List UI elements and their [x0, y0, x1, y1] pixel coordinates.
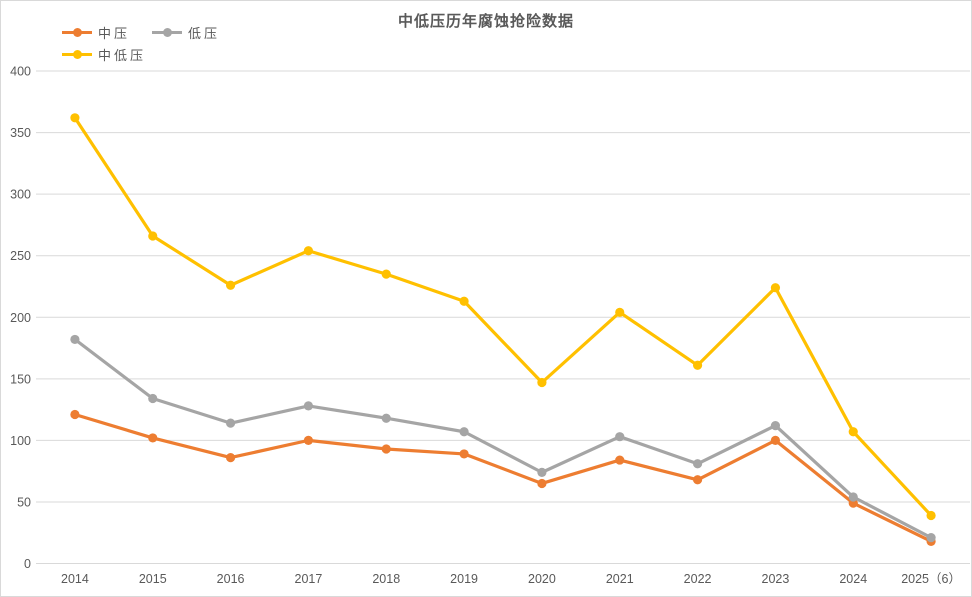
line-marker-icon — [152, 28, 183, 37]
data-point — [692, 360, 703, 370]
x-axis-label: 2016 — [217, 572, 245, 586]
line-marker-icon — [62, 50, 92, 59]
line-marker-icon — [62, 28, 92, 37]
y-axis-label: 0 — [24, 557, 31, 571]
x-axis-label: 2023 — [762, 572, 790, 586]
y-axis-label: 400 — [10, 65, 31, 79]
data-point — [148, 231, 158, 241]
data-point — [225, 280, 236, 290]
data-point — [70, 113, 80, 123]
data-point — [381, 269, 391, 279]
y-axis-label: 200 — [10, 311, 31, 325]
data-point — [459, 427, 469, 437]
data-point — [381, 444, 391, 454]
x-axis-label: 2025（6） — [901, 572, 961, 586]
data-point — [537, 467, 547, 477]
legend-item[interactable]: 低压 — [152, 23, 220, 42]
data-point — [770, 283, 781, 293]
data-point — [615, 455, 625, 465]
series-line — [73, 412, 933, 543]
x-axis-label: 2015 — [139, 572, 167, 586]
data-point — [225, 418, 236, 428]
series-line — [73, 337, 933, 540]
x-axis-label: 2014 — [61, 572, 89, 586]
data-point — [381, 413, 391, 423]
data-point — [615, 432, 625, 442]
legend-item-label: 中低压 — [98, 48, 147, 63]
x-axis-label: 2021 — [606, 572, 634, 586]
legend: 中压 低压中低压 — [62, 23, 242, 64]
data-point — [148, 433, 158, 443]
chart-title: 中低压历年腐蚀抢险数据 — [397, 13, 574, 30]
data-point — [225, 453, 236, 463]
legend-item-label: 中压 — [98, 26, 131, 41]
series-line — [73, 116, 933, 518]
x-axis-label: 2018 — [372, 572, 400, 586]
data-point — [70, 334, 80, 345]
y-axis-label: 50 — [17, 495, 31, 509]
data-point — [303, 246, 314, 256]
data-point — [537, 377, 547, 388]
y-axis-label: 100 — [10, 434, 31, 448]
y-axis-label: 350 — [10, 126, 31, 140]
data-point — [770, 421, 781, 431]
data-point — [770, 435, 781, 445]
x-axis-label: 2017 — [295, 572, 323, 586]
data-point — [926, 533, 936, 543]
legend-item-label: 低压 — [188, 26, 221, 41]
y-axis-label: 150 — [10, 372, 31, 386]
data-point — [459, 296, 469, 306]
y-axis-label: 300 — [10, 188, 31, 202]
legend-item[interactable]: 中压 — [62, 23, 130, 42]
data-point — [537, 478, 547, 489]
x-axis-label: 2020 — [528, 572, 556, 586]
legend-row: 中低压 — [62, 45, 242, 64]
x-axis-label: 2019 — [450, 572, 478, 586]
y-axis-label: 250 — [10, 249, 31, 263]
data-point — [148, 393, 158, 404]
legend-row: 中压 低压 — [62, 23, 242, 42]
data-point — [926, 510, 936, 521]
data-point — [615, 307, 625, 317]
data-point — [459, 449, 469, 459]
data-point — [303, 401, 314, 411]
data-point — [303, 435, 314, 445]
data-point — [692, 475, 703, 485]
data-point — [848, 427, 858, 437]
data-point — [692, 459, 703, 469]
data-point — [70, 409, 80, 420]
data-point — [848, 492, 858, 502]
x-axis-label: 2024 — [839, 572, 867, 586]
x-axis-label: 2022 — [684, 572, 712, 586]
legend-item[interactable]: 中低压 — [62, 45, 146, 64]
